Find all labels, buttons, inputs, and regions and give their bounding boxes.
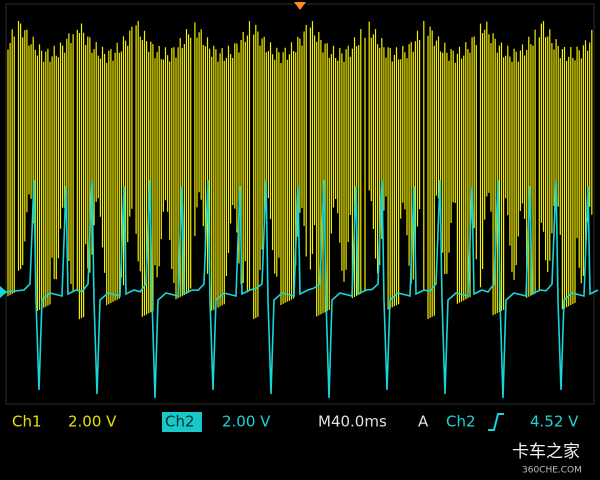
- ch1-label: Ch1: [12, 413, 42, 431]
- trigger-position-marker: [294, 2, 306, 10]
- ch2-label-box: [162, 412, 202, 432]
- timebase: M40.0ms: [318, 413, 387, 431]
- watermark-site: 360CHE.COM: [522, 466, 582, 476]
- watermark-brand: 卡车之家: [512, 442, 580, 462]
- trigger-level: 4.52 V: [530, 413, 579, 431]
- ch1-trace: [7, 20, 593, 320]
- ch2-scale: 2.00 V: [222, 413, 271, 431]
- trigger-slope-icon: [488, 413, 504, 431]
- ch1-waveform: [7, 20, 593, 320]
- ch2-label: Ch2: [165, 413, 195, 431]
- ch2-ground-marker: [0, 286, 7, 298]
- ch1-scale: 2.00 V: [68, 413, 117, 431]
- trigger-mode: A: [418, 413, 429, 431]
- ch2-waveform: [5, 179, 599, 399]
- trigger-source: Ch2: [446, 413, 476, 431]
